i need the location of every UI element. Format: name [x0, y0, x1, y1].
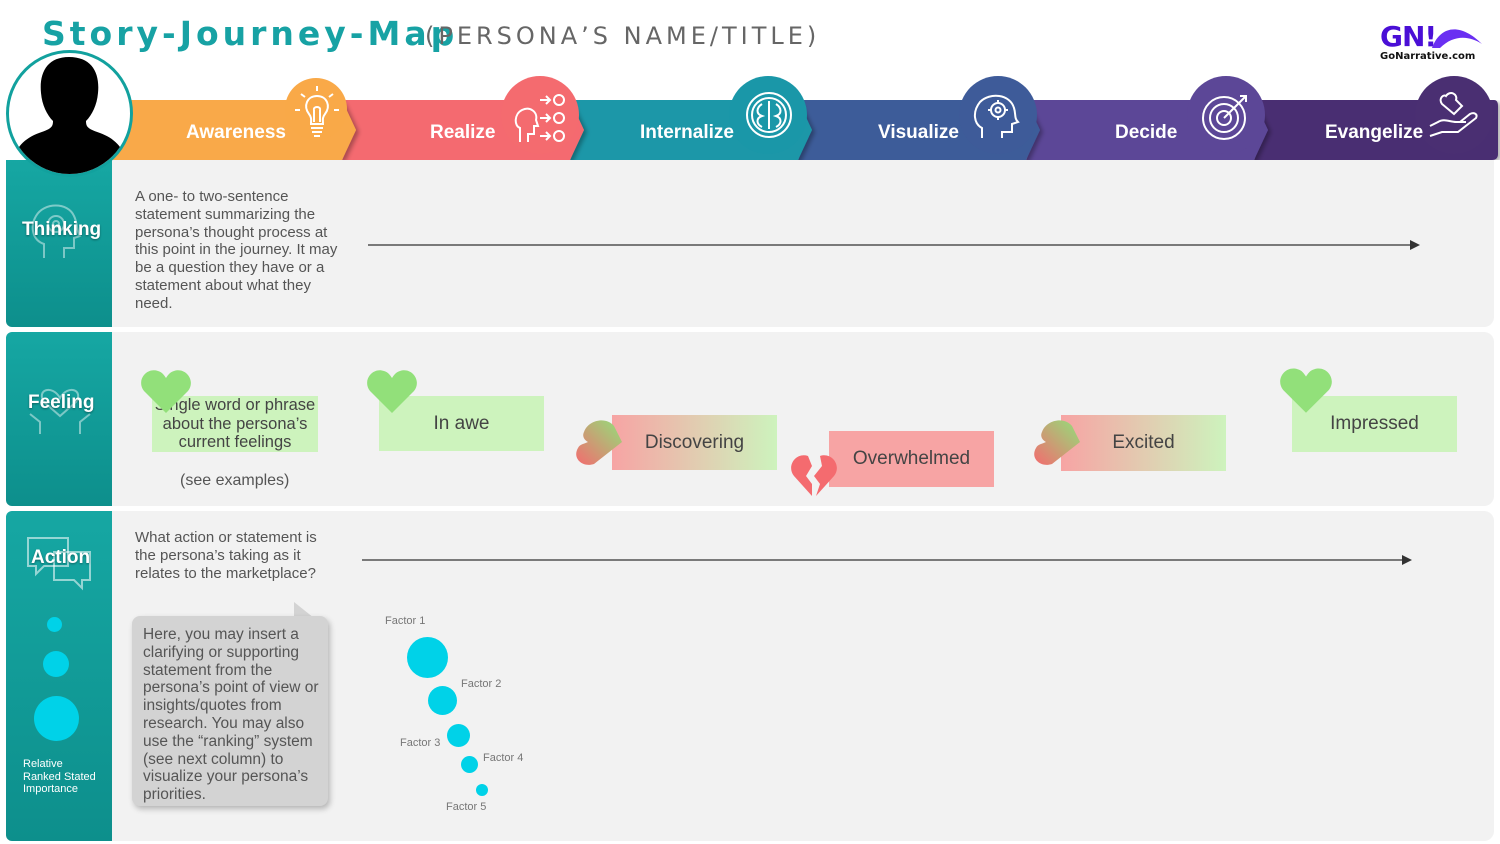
target-icon — [1202, 95, 1247, 140]
factor-label: Factor 4 — [483, 752, 524, 764]
rank-dot-medium — [43, 651, 69, 677]
logo-site: GoNarrative.com — [1380, 51, 1476, 62]
factor-label: Factor 2 — [461, 678, 502, 690]
factor-dot — [407, 637, 448, 678]
thinking-head-icon — [31, 204, 82, 258]
lightbulb-icon — [295, 86, 339, 137]
stage-label-internalize[interactable]: Internalize — [640, 122, 734, 143]
green-heart-icon — [367, 370, 417, 413]
feeling-box-in-awe: In awe — [379, 396, 544, 451]
factor-dot — [447, 724, 470, 747]
factor-dot — [476, 784, 488, 796]
callout-text: Here, you may insert a clarifying or sup… — [143, 626, 319, 804]
mixed-heart-icon — [576, 420, 622, 465]
thinking-row-header — [6, 160, 112, 327]
action-arrow — [362, 555, 1412, 565]
visualize-icon-circle — [959, 76, 1037, 154]
feeling-label: Feeling — [28, 392, 95, 413]
persona-avatar[interactable] — [6, 50, 133, 177]
ideas-flow-icon — [514, 94, 565, 142]
green-heart-icon — [1280, 368, 1332, 413]
broken-heart-icon — [791, 455, 837, 496]
thinking-arrow — [368, 240, 1420, 250]
action-label: Action — [31, 547, 91, 568]
feeling-box-instruction: Single word or phrase about the persona’… — [152, 396, 318, 452]
thinking-description: A one- to two-sentence statement summari… — [135, 188, 338, 312]
logo-swoosh-icon — [1432, 29, 1482, 48]
thinking-label: Thinking — [22, 219, 102, 240]
rank-label: Relative Ranked Stated Importance — [23, 758, 96, 795]
feeling-box-impressed: Impressed — [1292, 396, 1457, 452]
stage-label-realize[interactable]: Realize — [430, 122, 496, 143]
stage-label-visualize[interactable]: Visualize — [878, 122, 959, 143]
page-title: Story-Journey-Map — [42, 14, 459, 53]
green-heart-icon — [141, 370, 191, 413]
callout-bubble — [132, 616, 328, 806]
factor-label: Factor 3 — [400, 737, 441, 749]
persona-silhouette-icon — [9, 57, 130, 174]
factor-label: Factor 5 — [446, 801, 487, 813]
realize-icon-circle — [501, 76, 579, 154]
head-gears-icon — [974, 94, 1020, 138]
stage-label-evangelize[interactable]: Evangelize — [1325, 122, 1424, 143]
feeling-box-excited: Excited — [1061, 415, 1226, 471]
action-description: What action or statement is the persona’… — [135, 529, 317, 582]
thinking-row — [112, 160, 1494, 327]
rank-dot-small — [47, 617, 62, 632]
brain-icon — [746, 92, 792, 138]
feeling-see-examples: (see examples) — [180, 472, 290, 489]
feeling-box-overwhelmed: Overwhelmed — [829, 431, 994, 487]
feeling-hands-icon — [29, 388, 91, 434]
stage-label-awareness[interactable]: Awareness — [186, 122, 286, 143]
persona-subtitle: (PERSONA’S NAME/TITLE) — [425, 22, 821, 50]
factor-label: Factor 1 — [385, 615, 426, 627]
callout-tail — [294, 602, 314, 620]
feeling-box-discovering: Discovering — [612, 415, 777, 470]
stage-label-decide[interactable]: Decide — [1115, 122, 1178, 143]
action-row — [112, 511, 1494, 841]
factor-dot — [461, 756, 478, 773]
hand-heart-icon — [1429, 92, 1478, 137]
logo-mark: GN! — [1380, 20, 1437, 53]
mixed-heart-icon — [1034, 420, 1080, 465]
rank-dot-large — [34, 696, 79, 741]
feeling-row-header — [6, 332, 112, 506]
action-chat-icon — [27, 537, 91, 591]
gonarrative-logo[interactable]: GN! GoNarrative.com — [1380, 20, 1490, 66]
factor-dot — [428, 686, 457, 715]
